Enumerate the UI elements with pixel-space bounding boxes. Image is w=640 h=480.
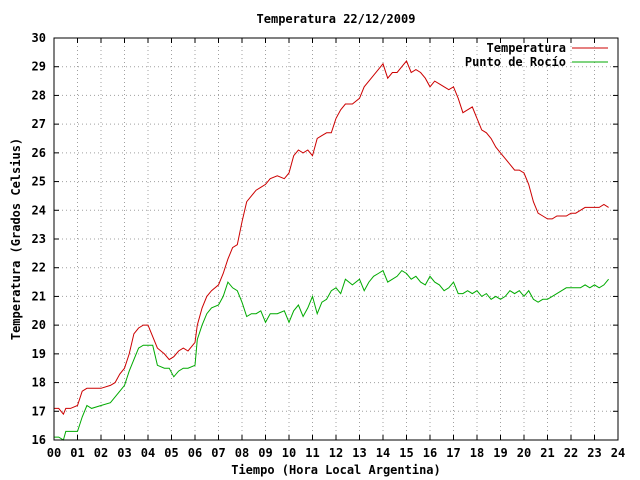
plot-frame (53, 37, 619, 441)
y-tick-label: 28 (32, 88, 46, 102)
x-tick-label: 19 (493, 446, 507, 460)
x-tick-label: 21 (540, 446, 554, 460)
y-tick-label: 23 (32, 232, 46, 246)
legend-label: Temperatura (487, 41, 566, 55)
x-tick-label: 22 (564, 446, 578, 460)
x-tick-label: 11 (305, 446, 319, 460)
x-tick-label: 20 (517, 446, 531, 460)
x-tick-label: 18 (470, 446, 484, 460)
x-tick-label: 14 (376, 446, 390, 460)
x-tick-label: 07 (211, 446, 225, 460)
grid-layer (54, 38, 618, 440)
y-tick-label: 30 (32, 31, 46, 45)
y-tick-label: 24 (32, 203, 46, 217)
y-tick-label: 20 (32, 318, 46, 332)
legend-label: Punto de Rocío (465, 55, 566, 69)
x-tick-label: 12 (329, 446, 343, 460)
x-tick-label: 03 (117, 446, 131, 460)
y-axis-label: Temperatura (Grados Celsius) (9, 138, 23, 340)
series-line-temperatura (54, 60, 609, 416)
x-tick-label: 08 (235, 446, 249, 460)
x-tick-label: 13 (352, 446, 366, 460)
tick-layer: 16 17 18 19 20 21 22 23 24 25 26 27 28 29 30 00 01 02 03 04… (32, 31, 626, 460)
chart-title: Temperatura 22/12/2009 (257, 12, 416, 26)
y-tick-label: 27 (32, 117, 46, 131)
y-tick-label: 17 (32, 404, 46, 418)
x-tick-label: 02 (94, 446, 108, 460)
y-tick-label: 22 (32, 261, 46, 275)
series-layer (54, 60, 609, 441)
series-line-punto-de-rocio (54, 269, 609, 441)
x-tick-label: 06 (188, 446, 202, 460)
x-tick-label: 04 (141, 446, 155, 460)
y-tick-label: 26 (32, 146, 46, 160)
x-tick-label: 15 (399, 446, 413, 460)
x-tick-label: 10 (282, 446, 296, 460)
x-tick-label: 09 (258, 446, 272, 460)
x-tick-label: 24 (611, 446, 625, 460)
y-tick-label: 18 (32, 376, 46, 390)
x-tick-label: 17 (446, 446, 460, 460)
x-tick-label: 05 (164, 446, 178, 460)
y-tick-label: 16 (32, 433, 46, 447)
x-tick-label: 23 (587, 446, 601, 460)
x-axis-label: Tiempo (Hora Local Argentina) (231, 463, 441, 477)
x-tick-label: 00 (47, 446, 61, 460)
x-tick-label: 01 (70, 446, 84, 460)
x-tick-label: 16 (423, 446, 437, 460)
y-tick-label: 19 (32, 347, 46, 361)
y-tick-label: 21 (32, 289, 46, 303)
y-tick-label: 29 (32, 60, 46, 74)
y-tick-label: 25 (32, 175, 46, 189)
